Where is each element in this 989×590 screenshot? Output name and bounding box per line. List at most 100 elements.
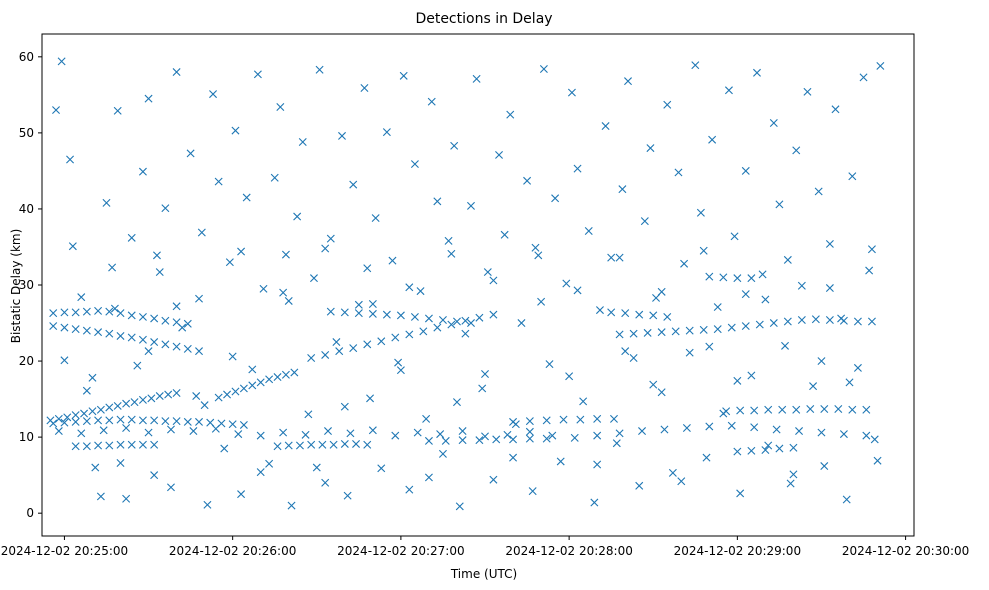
data-point: [231, 126, 240, 135]
data-point: [506, 110, 515, 119]
data-point: [525, 434, 534, 443]
data-point: [786, 479, 795, 488]
data-point: [809, 382, 818, 391]
data-point: [733, 447, 742, 456]
data-point: [138, 312, 147, 321]
data-point: [663, 312, 672, 321]
data-point: [394, 358, 403, 367]
data-point: [775, 200, 784, 209]
data-point: [556, 457, 565, 466]
data-point: [509, 453, 518, 462]
y-axis: 0 10 20 30 40 50 60: [19, 50, 42, 520]
data-point: [399, 71, 408, 80]
data-point: [618, 185, 627, 194]
data-point: [607, 253, 616, 262]
data-point: [270, 173, 279, 182]
data-point: [713, 303, 722, 312]
data-point: [736, 489, 745, 498]
data-point: [127, 333, 136, 342]
data-point: [214, 393, 223, 402]
data-point: [438, 449, 447, 458]
data-point: [475, 436, 484, 445]
data-point: [147, 394, 156, 403]
data-point: [94, 441, 103, 450]
data-point: [517, 319, 526, 328]
data-point: [615, 330, 624, 339]
data-point: [178, 323, 187, 332]
data-point: [870, 435, 879, 444]
data-point: [239, 384, 248, 393]
data-point: [708, 135, 717, 144]
data-point: [559, 415, 568, 424]
data-point: [646, 144, 655, 153]
data-point: [865, 266, 874, 275]
data-point: [116, 415, 125, 424]
data-point: [764, 441, 773, 450]
data-point: [186, 149, 195, 158]
data-point: [444, 236, 453, 245]
data-point: [49, 309, 58, 318]
data-point: [862, 405, 871, 414]
data-point: [640, 217, 649, 226]
data-point: [657, 328, 666, 337]
data-point: [792, 146, 801, 155]
y-tick-label: 40: [19, 202, 34, 216]
data-point: [727, 323, 736, 332]
data-point: [747, 274, 756, 283]
data-point: [273, 373, 282, 382]
data-point: [853, 363, 862, 372]
data-point: [295, 441, 304, 450]
data-point: [806, 404, 815, 413]
data-point: [60, 323, 69, 332]
data-point: [138, 416, 147, 425]
data-point: [789, 443, 798, 452]
x-tick-label: 2024-12-02 20:27:00: [337, 544, 464, 558]
data-point: [346, 429, 355, 438]
data-point: [309, 274, 318, 283]
data-point: [629, 354, 638, 363]
data-point: [680, 259, 689, 268]
data-point: [649, 311, 658, 320]
data-point: [472, 74, 481, 83]
data-point: [691, 61, 700, 70]
data-point: [195, 294, 204, 303]
data-point: [225, 258, 234, 267]
data-point: [105, 403, 114, 412]
data-point: [657, 388, 666, 397]
y-tick-label: 0: [26, 506, 34, 520]
data-point: [579, 397, 588, 406]
data-point: [638, 427, 647, 436]
data-point: [495, 150, 504, 159]
data-point: [601, 122, 610, 131]
data-point: [366, 394, 375, 403]
data-point: [161, 340, 170, 349]
data-point: [127, 440, 136, 449]
data-point: [144, 428, 153, 437]
data-point: [528, 487, 537, 496]
data-point: [424, 473, 433, 482]
x-tick-label: 2024-12-02 20:25:00: [1, 544, 128, 558]
data-point: [548, 431, 557, 440]
data-point: [368, 309, 377, 318]
data-point: [593, 460, 602, 469]
data-point: [635, 481, 644, 490]
data-point: [500, 230, 509, 239]
data-point: [562, 279, 571, 288]
data-point: [99, 426, 108, 435]
data-point: [410, 312, 419, 321]
data-point: [122, 494, 131, 503]
data-point: [733, 274, 742, 283]
data-point: [388, 256, 397, 265]
data-point: [489, 276, 498, 285]
data-point: [349, 344, 358, 353]
data-point: [607, 308, 616, 317]
data-point: [340, 402, 349, 411]
data-point: [155, 392, 164, 401]
data-point: [234, 430, 243, 439]
data-point: [105, 441, 114, 450]
data-point: [138, 395, 147, 404]
data-point: [265, 375, 274, 384]
data-point: [615, 429, 624, 438]
data-point: [747, 371, 756, 380]
